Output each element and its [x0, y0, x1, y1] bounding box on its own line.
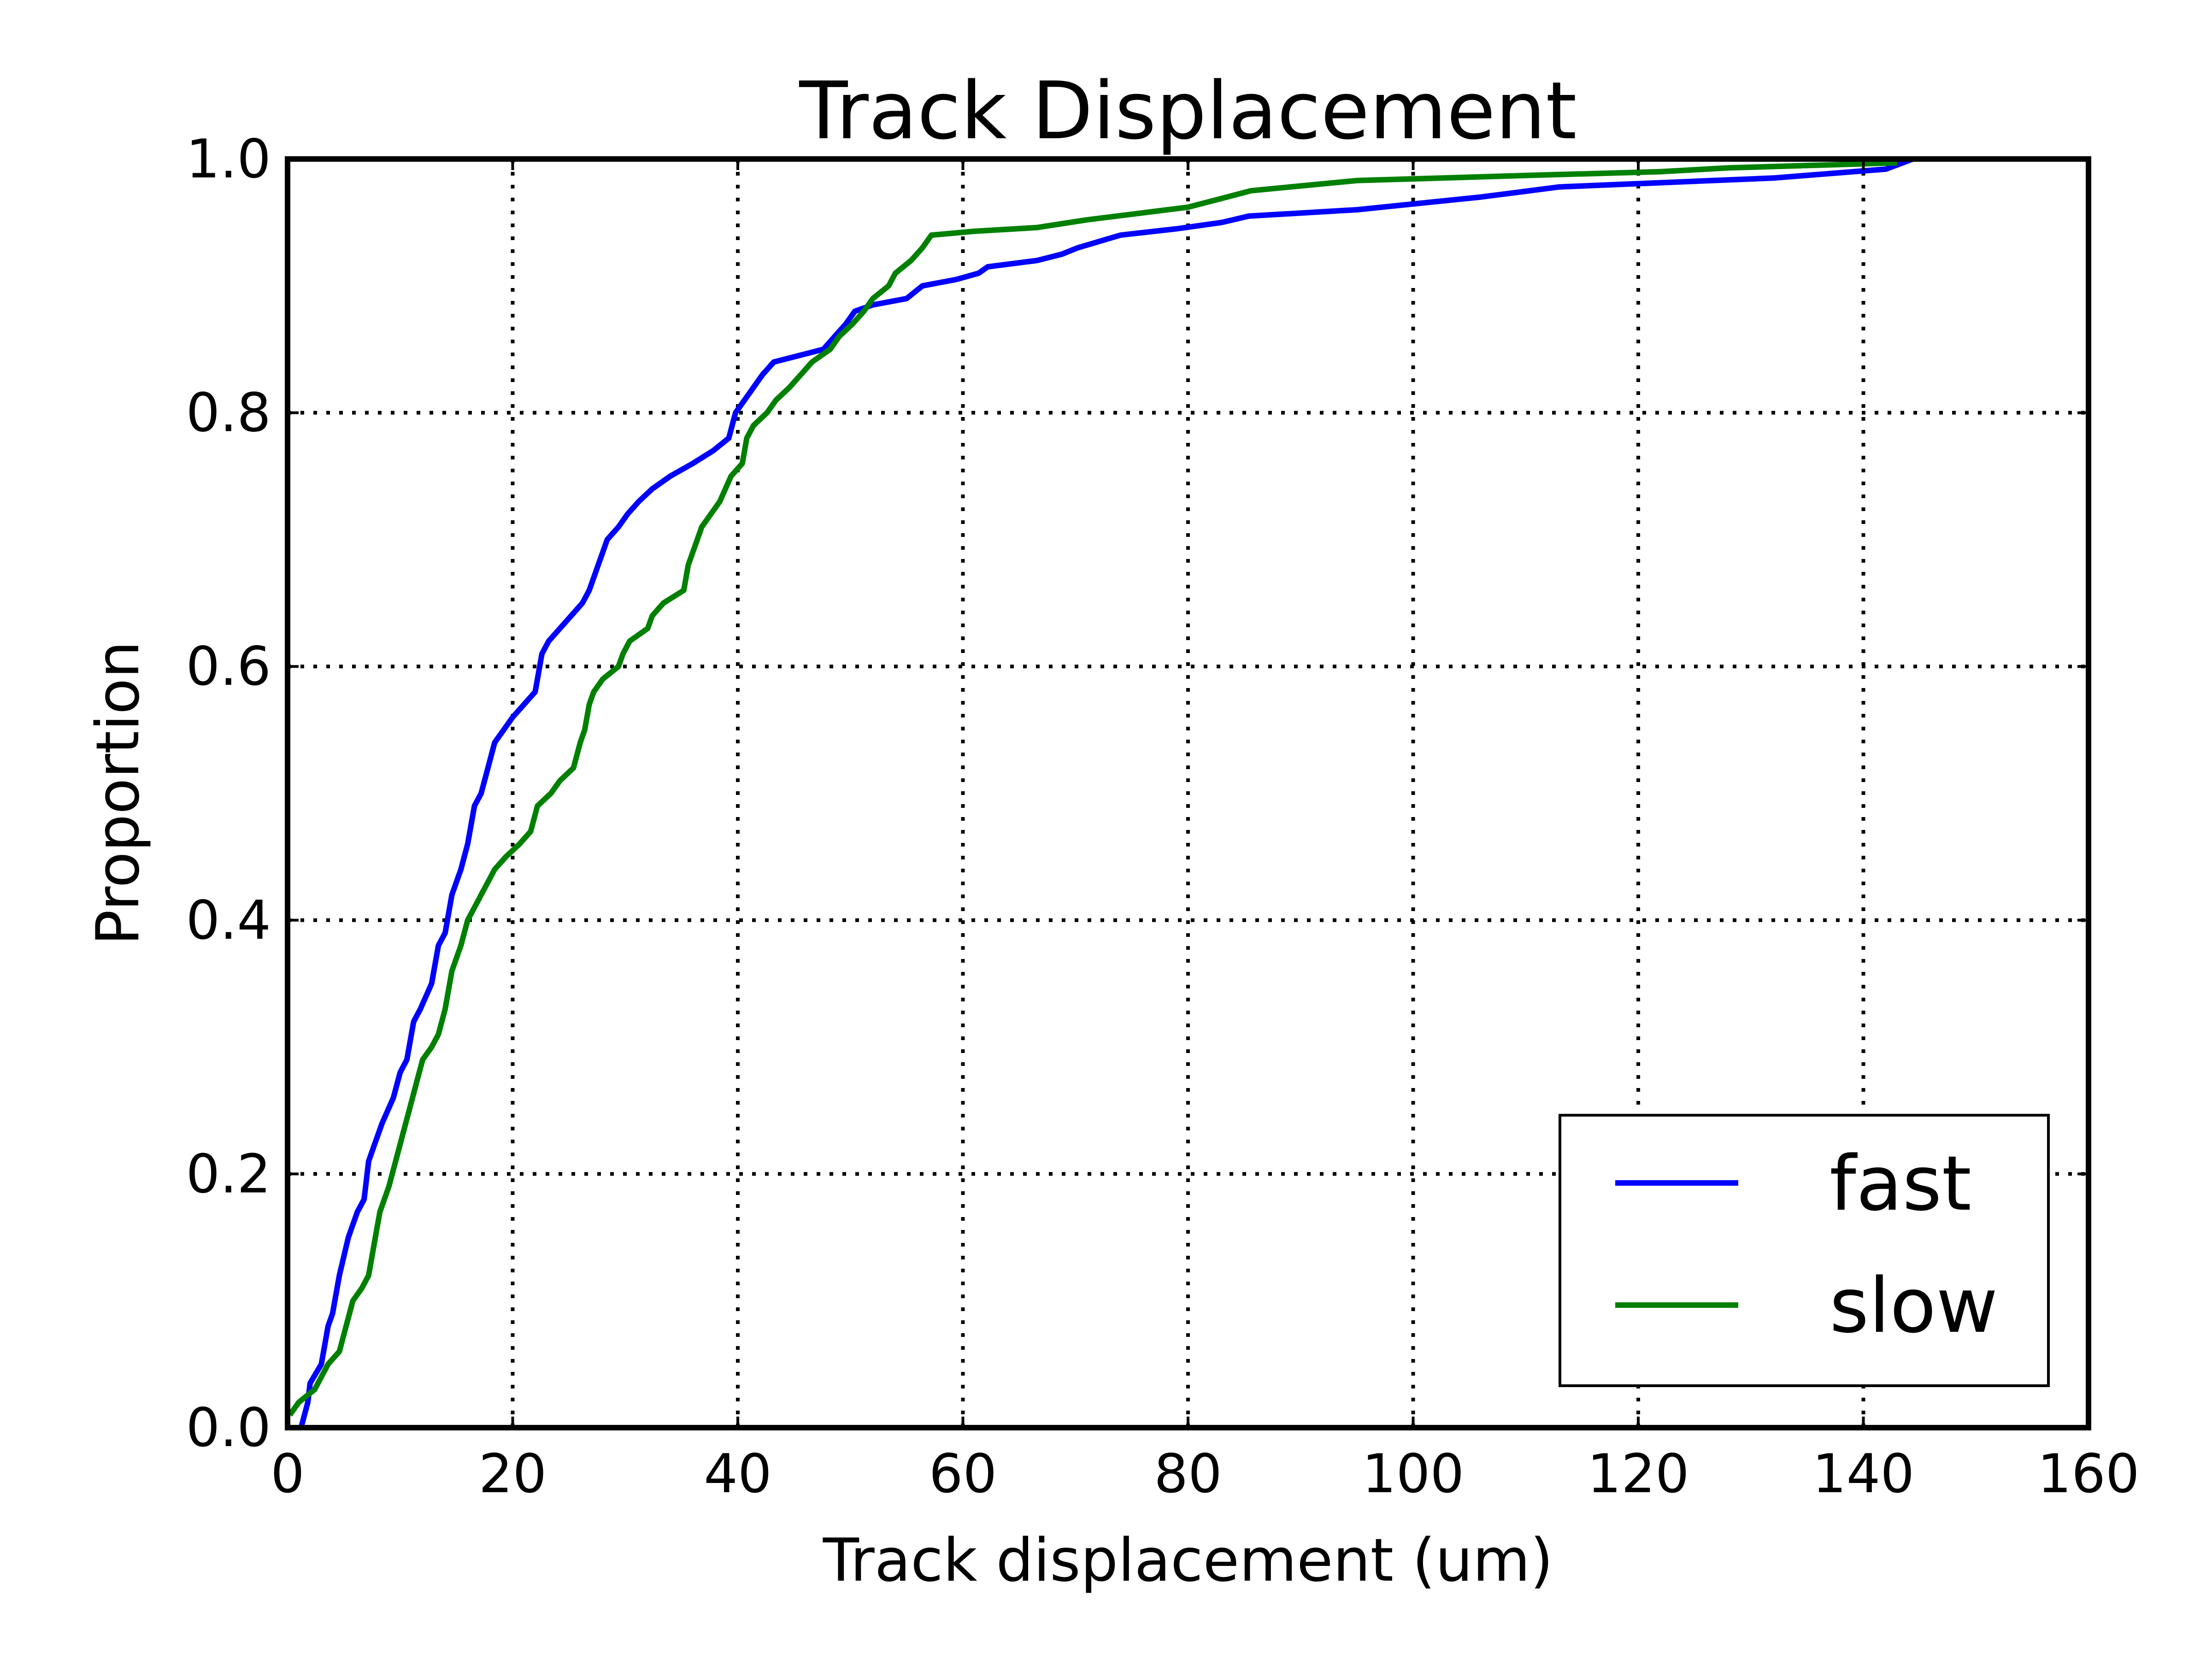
series-line-slow [287, 160, 1897, 1417]
x-tick-label: 100 [1362, 1443, 1464, 1505]
x-tick-label: 20 [479, 1443, 547, 1505]
x-tick-label: 0 [271, 1443, 305, 1505]
legend-label-fast: fast [1830, 1140, 1971, 1228]
plot-series [287, 156, 1914, 1429]
y-tick-label: 1.0 [186, 128, 271, 190]
legend: fast slow [1559, 1114, 2050, 1387]
chart-title: Track Displacement [799, 65, 1577, 157]
tick-labels: 0 20 40 60 80 100 120 140 160 0.0 0.2 0.4 0.6 0.8 1.0 [186, 128, 2140, 1505]
x-tick-label: 80 [1154, 1443, 1222, 1505]
x-tick-label: 140 [1812, 1443, 1914, 1505]
axis-ticks [286, 158, 2090, 1429]
legend-box [1559, 1114, 2050, 1387]
x-tick-label: 60 [929, 1443, 997, 1505]
y-tick-label: 0.6 [186, 635, 271, 698]
x-tick-label: 40 [704, 1443, 772, 1505]
legend-label-slow: slow [1830, 1262, 1998, 1350]
x-tick-label: 160 [2037, 1443, 2139, 1505]
y-tick-label: 0.2 [186, 1143, 271, 1205]
grid [288, 159, 2088, 1428]
x-axis-label: Track displacement (um) [823, 1526, 1553, 1595]
y-tick-label: 0.8 [186, 382, 271, 444]
y-tick-label: 0.4 [186, 889, 271, 952]
y-tick-label: 0.0 [186, 1397, 271, 1459]
y-axis-label: Proportion [84, 641, 153, 945]
series-line-fast [298, 156, 1914, 1429]
x-tick-label: 120 [1587, 1443, 1689, 1505]
